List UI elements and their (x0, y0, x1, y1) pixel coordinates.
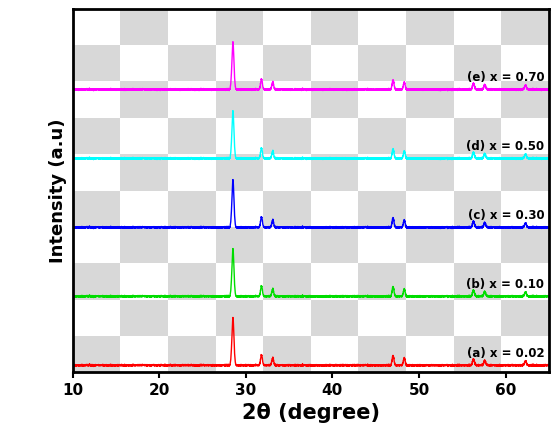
Text: (a) x = 0.02: (a) x = 0.02 (467, 346, 544, 359)
Bar (454, 45, 501, 81)
Bar (454, 118, 501, 154)
Bar (501, 154, 549, 191)
Bar (501, 300, 549, 336)
Bar (454, 191, 501, 227)
Bar (501, 9, 549, 45)
Bar (73, 263, 120, 300)
Text: (c) x = 0.30: (c) x = 0.30 (468, 209, 544, 222)
Bar (73, 336, 120, 372)
Bar (216, 227, 263, 263)
Bar (168, 191, 216, 227)
Y-axis label: Intensity (a.u): Intensity (a.u) (49, 118, 67, 263)
Bar (311, 9, 358, 45)
Bar (406, 154, 454, 191)
Bar (168, 263, 216, 300)
Bar (358, 191, 406, 227)
Bar (168, 336, 216, 372)
Bar (120, 300, 168, 336)
Bar (311, 227, 358, 263)
Bar (73, 191, 120, 227)
Bar (263, 263, 311, 300)
Bar (358, 336, 406, 372)
Bar (454, 263, 501, 300)
Bar (263, 191, 311, 227)
X-axis label: 2θ (degree): 2θ (degree) (242, 404, 380, 423)
Bar (311, 154, 358, 191)
Bar (406, 300, 454, 336)
Bar (406, 9, 454, 45)
Bar (263, 118, 311, 154)
Bar (454, 336, 501, 372)
Bar (168, 118, 216, 154)
Bar (358, 118, 406, 154)
Text: (e) x = 0.70: (e) x = 0.70 (467, 71, 544, 84)
Bar (73, 118, 120, 154)
Bar (168, 45, 216, 81)
Bar (311, 300, 358, 336)
Bar (263, 45, 311, 81)
Bar (216, 9, 263, 45)
Text: (b) x = 0.10: (b) x = 0.10 (466, 278, 544, 291)
Bar (263, 336, 311, 372)
Bar (120, 9, 168, 45)
Bar (358, 45, 406, 81)
Bar (358, 263, 406, 300)
Bar (73, 45, 120, 81)
Bar (120, 154, 168, 191)
Bar (406, 227, 454, 263)
Bar (120, 81, 168, 118)
Bar (406, 81, 454, 118)
Bar (216, 154, 263, 191)
Bar (216, 300, 263, 336)
Bar (501, 227, 549, 263)
Bar (311, 81, 358, 118)
Bar (120, 227, 168, 263)
Text: (d) x = 0.50: (d) x = 0.50 (466, 140, 544, 153)
Bar (501, 81, 549, 118)
Bar (216, 81, 263, 118)
